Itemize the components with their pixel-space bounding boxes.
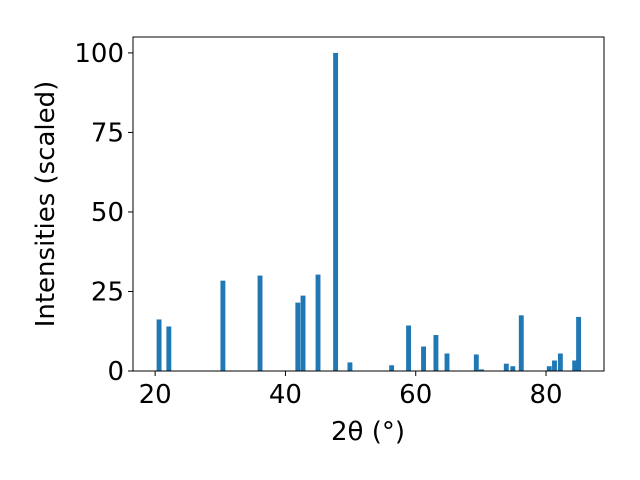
bar (518, 315, 524, 371)
bar (479, 369, 484, 371)
bar (156, 319, 162, 371)
bar (421, 346, 426, 371)
bar (257, 275, 263, 371)
bar (444, 353, 450, 371)
plot-frame (132, 36, 605, 372)
x-tick-label: 20 (139, 380, 172, 410)
bar (473, 354, 479, 371)
bar (546, 366, 552, 371)
x-axis-label: 2θ (°) (331, 417, 405, 447)
x-tick-label: 60 (399, 380, 432, 410)
x-tick-label: 40 (269, 380, 302, 410)
bar (220, 280, 226, 371)
bar (433, 335, 439, 371)
bar (166, 326, 172, 371)
y-tick-label: 25 (91, 277, 124, 307)
bar (557, 353, 563, 371)
bar (300, 295, 306, 371)
y-tick-label: 75 (91, 118, 124, 148)
bar (347, 362, 353, 371)
y-tick-label: 100 (74, 39, 124, 69)
y-tick-label: 0 (107, 357, 124, 387)
bar (333, 52, 339, 372)
bar (503, 363, 509, 371)
y-tick-label: 50 (91, 198, 124, 228)
bar (572, 360, 578, 371)
bar (576, 316, 582, 371)
bar (510, 366, 516, 371)
y-axis-label: Intensities (scaled) (31, 81, 61, 328)
bar (295, 302, 301, 371)
bar (389, 365, 395, 371)
bar (406, 325, 412, 371)
bar (315, 274, 321, 371)
x-tick-label: 80 (529, 380, 562, 410)
bar (552, 360, 557, 371)
